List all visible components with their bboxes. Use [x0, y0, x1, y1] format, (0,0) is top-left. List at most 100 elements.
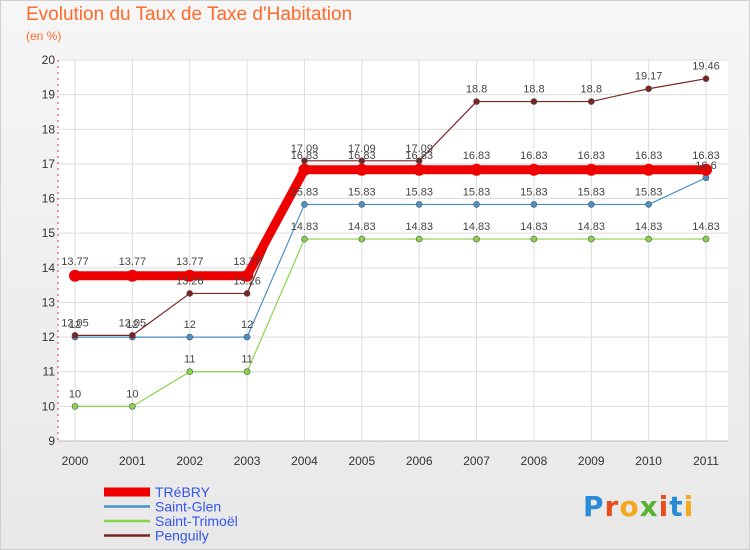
data-label: 18.8: [466, 84, 487, 96]
legend-label: Saint-Glen: [155, 499, 221, 515]
legend-label: Penguily: [155, 528, 209, 544]
data-label: 15.83: [463, 186, 491, 198]
data-point: [243, 290, 251, 297]
logo-letter: o: [619, 490, 640, 523]
data-point: [527, 163, 540, 176]
data-label: 16.83: [692, 150, 720, 162]
series-line: [74, 78, 707, 336]
data-point: [186, 368, 194, 376]
data-label: 16.6: [695, 160, 716, 172]
series-line: [74, 177, 707, 338]
data-label: 16.83: [348, 150, 376, 162]
chart-title: Evolution du Taux de Taxe d'Habitation: [26, 4, 353, 25]
x-tick-label: 2003: [234, 454, 261, 468]
logo-letter: P: [583, 490, 605, 523]
data-label: 14.83: [348, 221, 376, 233]
y-tick-label: 19: [42, 88, 56, 102]
data-label: 13.77: [233, 256, 261, 268]
data-point: [241, 269, 254, 282]
x-tick-label: 2010: [635, 454, 662, 468]
data-label: 13.77: [119, 256, 147, 268]
data-label: 18.8: [581, 84, 602, 96]
data-label: 13.77: [61, 256, 89, 268]
data-point: [645, 235, 652, 243]
data-label: 11: [184, 354, 195, 366]
data-label: 18.8: [523, 84, 544, 96]
data-label: 19.17: [635, 71, 663, 83]
data-point: [470, 163, 483, 176]
data-label: 10: [69, 388, 81, 400]
chart-grid: [58, 59, 728, 442]
chart-series: 13.77 13.77 13.77 13.77 16.83 16.83 16.83 16.83…: [61, 61, 720, 410]
proxiti-logo: Proxiti: [583, 490, 694, 523]
data-point: [358, 157, 366, 165]
data-label: 16.83: [291, 150, 319, 162]
y-tick-label: 12: [42, 330, 56, 344]
data-point: [530, 201, 538, 208]
data-point: [585, 163, 598, 176]
data-point: [243, 333, 251, 341]
data-label: 16.83: [520, 150, 548, 162]
data-label: 11: [241, 354, 252, 366]
data-label: 17.09: [405, 143, 433, 155]
data-label: 12.05: [119, 317, 147, 329]
y-tick-label: 20: [42, 53, 56, 67]
chart-subtitle: (en %): [26, 29, 62, 43]
data-label: 19.46: [692, 61, 720, 73]
data-point: [415, 201, 423, 208]
x-tick-label: 2002: [176, 454, 203, 468]
data-point: [702, 75, 710, 83]
data-label: 10: [126, 388, 138, 400]
logo-letter: i: [683, 490, 695, 523]
series-line: [74, 238, 707, 407]
data-point: [71, 403, 79, 410]
data-label: 13.77: [176, 256, 204, 268]
data-point: [301, 157, 308, 165]
data-label: 14.83: [635, 221, 663, 233]
x-tick-label: 2009: [578, 454, 605, 468]
y-tick-label: 18: [42, 122, 56, 136]
x-tick-label: 2000: [62, 454, 89, 468]
data-point: [700, 163, 712, 176]
data-point: [642, 163, 655, 176]
data-point: [186, 333, 194, 341]
data-label: 13.26: [176, 275, 204, 287]
data-point: [129, 332, 136, 339]
data-point: [587, 235, 595, 243]
data-label: 12: [241, 319, 253, 331]
data-label: 14.83: [463, 221, 491, 233]
logo-letter: t: [669, 490, 684, 523]
data-point: [702, 235, 710, 243]
data-point: [186, 290, 194, 297]
data-point: [71, 332, 79, 339]
data-label: 14.83: [692, 221, 720, 233]
data-point: [301, 201, 308, 208]
data-point: [587, 201, 595, 208]
logo-letter: x: [639, 490, 659, 523]
data-point: [355, 163, 368, 176]
data-label: 12: [184, 319, 196, 331]
data-label: 12: [69, 319, 81, 331]
data-label: 15.83: [635, 186, 663, 198]
x-tick-label: 2006: [406, 454, 433, 468]
y-tick-label: 11: [43, 365, 56, 379]
data-label: 15.83: [578, 186, 606, 198]
data-label: 16.83: [405, 150, 433, 162]
y-tick-label: 9: [48, 434, 55, 448]
data-point: [587, 98, 595, 105]
x-tick-label: 2008: [521, 454, 548, 468]
data-label: 15.83: [348, 186, 376, 198]
data-label: 12.05: [61, 317, 89, 329]
data-label: 14.83: [578, 221, 606, 233]
data-point: [645, 201, 652, 208]
x-tick-label: 2001: [119, 454, 146, 468]
data-point: [530, 235, 538, 243]
data-label: 15.83: [291, 186, 319, 198]
data-point: [183, 269, 196, 282]
data-label: 15.83: [520, 186, 548, 198]
data-label: 14.83: [520, 221, 548, 233]
data-point: [69, 269, 81, 282]
data-point: [413, 163, 426, 176]
